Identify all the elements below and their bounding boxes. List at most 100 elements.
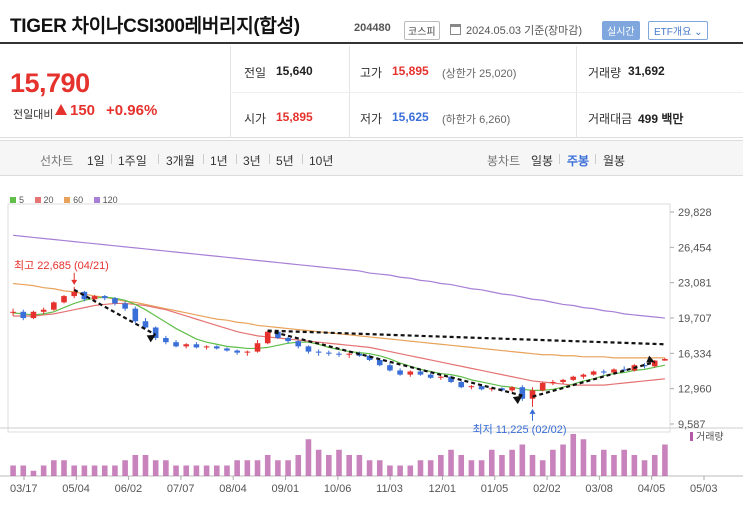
etf-overview-button[interactable]: ETF개요 ⌄ [648,21,709,40]
divider [559,154,560,164]
volume-bar [539,460,546,476]
volume-axis-label: 거래량 [696,431,724,443]
volume-bar [101,465,108,476]
period-5y[interactable]: 5년 [276,154,294,168]
divider [269,154,270,164]
volume-bar [193,465,200,476]
candle-body [580,374,587,377]
candle-body [193,344,200,348]
candle-body [621,369,627,371]
volume-bar [234,460,240,476]
chart-legend: 5 20 60 120 [10,195,126,205]
volume-bar [112,465,118,476]
candle-body [468,386,475,388]
volume-bar [305,439,312,476]
volume-bar [407,465,414,476]
low-annotation: 최저 11,225 (02/02) [473,423,567,436]
candle-body [20,311,27,319]
volume-bar [213,465,220,476]
volume-bar [173,465,179,476]
quote-date: 2024.05.03 기준(장마감) [466,25,583,37]
high-label: 고가 [360,66,383,80]
period-10y[interactable]: 10년 [309,154,334,168]
volume-bar [570,434,577,476]
candle-daily[interactable]: 일봉 [531,154,554,168]
divider [158,154,159,164]
trend-line [73,288,157,336]
x-tick-label: 05/03 [690,483,718,495]
up-arrow-icon [529,408,536,414]
candle-body [662,359,668,361]
legend-swatch [34,197,41,203]
candle-body [224,348,230,351]
x-tick-label: 08/04 [219,483,247,495]
volume-bar [346,455,352,476]
legend-item: 60 [64,195,83,205]
volume-bar [152,460,159,476]
volume-bar [651,455,658,476]
open-label: 시가 [244,112,267,126]
candle-body [275,331,281,338]
price-chart[interactable]: 최고 22,685 (04/21) 최저 11,225 (02/02) 거래량 2… [0,184,743,513]
down-arrow-icon [71,279,78,285]
candle-body [407,371,414,375]
candle-body [651,360,658,367]
current-price: 15,790 [10,68,90,98]
ma60-line [13,282,665,359]
candle-body [61,296,67,303]
period-1d[interactable]: 1일 [87,154,105,168]
candle-body [509,387,515,391]
candle-monthly[interactable]: 월봉 [603,154,626,168]
volume-bar [468,460,475,476]
amount-value: 499 백만 [638,112,684,126]
volume-bar [275,460,281,476]
candle-body [326,352,332,354]
high-annotation: 최고 22,685 (04/21) [14,259,109,272]
x-tick-label: 11/03 [376,483,403,495]
candle-weekly[interactable]: 주봉 [567,154,590,168]
volume-bar [631,455,638,476]
volume-bar [295,455,302,476]
volume-bar [560,444,566,476]
volume-bar [458,455,465,476]
legend-label: 120 [102,195,118,205]
candle-body [132,308,139,322]
volume-bar [621,449,627,476]
trend-line [267,329,523,397]
candle-body [478,386,485,390]
candle-chart-label[interactable]: 봉차트 [487,154,521,168]
candle-body [458,381,465,388]
x-tick-label: 06/02 [115,483,143,495]
legend-label: 20 [43,195,54,205]
candle-body [183,344,190,347]
volume-bar [203,465,210,476]
candle-body [305,346,312,352]
amount-label: 거래대금 [588,112,633,126]
period-1w[interactable]: 1주일 [118,154,147,168]
legend-label: 60 [73,195,84,205]
candle-body [417,371,424,375]
period-3y[interactable]: 3년 [243,154,261,168]
page-header: TIGER 차이나CSI300레버리지(합성) 204480 코스피 2024.… [0,0,743,44]
prev-close-value: 15,640 [276,64,313,78]
period-3m[interactable]: 3개월 [166,154,195,168]
candle-body [570,376,577,380]
candle-body [611,369,617,373]
volume-bar [122,460,128,476]
candle-body [234,350,240,353]
legend-item: 120 [93,195,118,205]
y-tick-label: 29,828 [678,207,712,219]
line-chart-label[interactable]: 선차트 [40,154,74,168]
up-arrow-icon [55,104,67,115]
trend-line [267,329,665,346]
period-1y[interactable]: 1년 [210,154,228,168]
volume-bar [590,455,597,476]
arrow-head [146,334,156,343]
candle-body [641,365,648,367]
x-tick-label: 07/07 [167,483,195,495]
y-tick-label: 16,334 [678,348,712,360]
change-label: 전일대비 [13,109,54,121]
realtime-button[interactable]: 실시간 [602,21,640,40]
volume-bar [244,460,251,476]
prev-close-label: 전일 [244,66,267,80]
